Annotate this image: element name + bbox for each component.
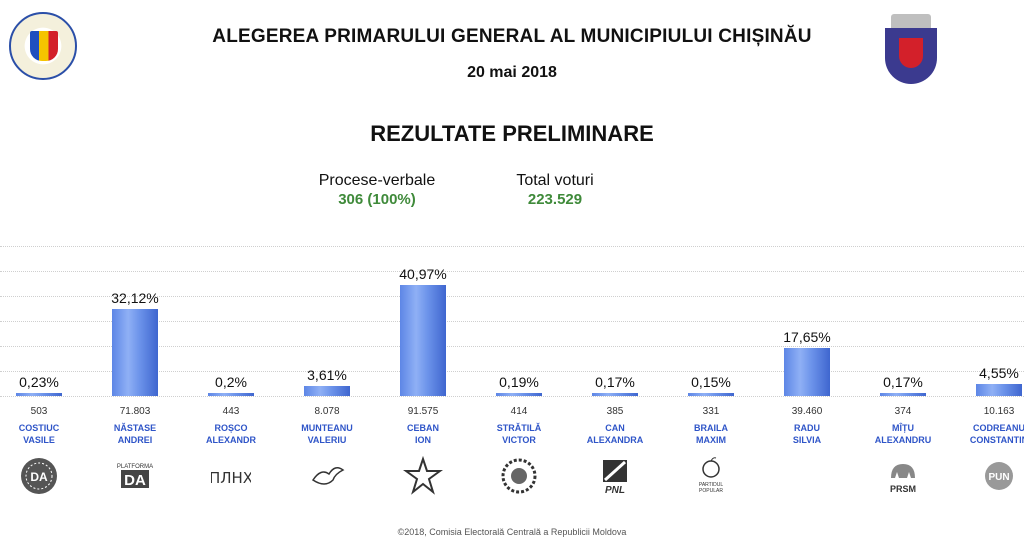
- vote-count: 503: [30, 406, 48, 417]
- pv-value: 306 (100%): [338, 191, 416, 208]
- data-label: 4,55%: [979, 364, 1019, 381]
- star-icon: [403, 456, 443, 496]
- svg-text:PNL: PNL: [605, 485, 625, 496]
- candidate-name: BRAILA MAXIM: [694, 423, 728, 445]
- vote-count: 374: [894, 406, 912, 417]
- candidate-name: MUNTEANU VALERIU: [301, 423, 353, 445]
- svg-text:DA: DA: [30, 470, 48, 484]
- candidate-name: CAN ALEXANDRA: [586, 423, 644, 445]
- election-date: 20 mai 2018: [467, 64, 557, 81]
- bar-11: [976, 383, 1022, 396]
- footer-copyright: ©2018, Comisia Electorală Centrală a Rep…: [397, 527, 627, 537]
- results-subtitle: REZULTATE PRELIMINARE: [370, 121, 654, 146]
- bear-prsm-icon: PRSM: [883, 456, 923, 496]
- data-label: 0,17%: [595, 374, 635, 390]
- gridline: [0, 346, 1024, 347]
- data-label: 0,2%: [215, 374, 247, 390]
- bar-9: [784, 348, 830, 396]
- data-label: 0,23%: [19, 374, 59, 390]
- bar-1: [16, 393, 62, 396]
- apple-partidul-popular-icon: PARTIDUL POPULAR: [691, 456, 731, 496]
- vote-count: 91.575: [407, 406, 439, 417]
- vote-count: 414: [510, 406, 528, 417]
- svg-text:ПЛНХ: ПЛНХ: [211, 469, 251, 487]
- data-label: 32,12%: [111, 289, 159, 306]
- gridline: [0, 271, 1024, 272]
- svg-text:PUN: PUN: [988, 472, 1009, 483]
- data-label: 0,19%: [499, 374, 539, 390]
- candidate-name: RADU SILVIA: [792, 423, 822, 445]
- data-label: 0,17%: [883, 374, 923, 390]
- vote-count: 331: [702, 406, 720, 417]
- svg-text:PRSM: PRSM: [890, 484, 916, 494]
- candidate-name: STRĂTILĂ VICTOR: [496, 423, 542, 445]
- gridline: [0, 296, 1024, 297]
- platforma-da-icon: PLATFORMA DA: [115, 456, 155, 496]
- data-label: 0,15%: [691, 374, 731, 390]
- pnl-icon: PNL: [595, 456, 635, 496]
- bar-4: [304, 386, 350, 396]
- vote-count: 8.078: [314, 406, 340, 417]
- pun-circle-icon: PUN: [979, 456, 1019, 496]
- data-label: 3,61%: [307, 367, 347, 384]
- bar-3: [208, 393, 254, 396]
- vote-count: 443: [222, 406, 240, 417]
- bar-5: [400, 285, 446, 396]
- vote-count: 385: [606, 406, 624, 417]
- bar-7: [592, 393, 638, 396]
- svg-text:DA: DA: [124, 472, 146, 489]
- sunflower-icon: [499, 456, 539, 496]
- gridline: [0, 396, 1024, 397]
- ppnh-letters-icon: ПЛНХ: [211, 456, 251, 496]
- votes-label: Total voturi: [516, 172, 594, 189]
- da-circle-icon: DA: [19, 456, 59, 496]
- svg-text:PARTIDUL: PARTIDUL: [699, 482, 723, 488]
- candidate-name: CODREANU CONSTANTIN: [969, 423, 1024, 445]
- data-label: 40,97%: [399, 266, 447, 282]
- dove-bird-icon: [307, 456, 347, 496]
- bar-2: [112, 308, 158, 396]
- bar-8: [688, 393, 734, 396]
- votes-value: 223.529: [527, 191, 583, 208]
- gridline: [0, 371, 1024, 372]
- candidate-name: NĂSTASE ANDREI: [113, 423, 157, 445]
- svg-text:POPULAR: POPULAR: [699, 488, 723, 494]
- candidate-name: ROȘCO ALEXANDR: [205, 423, 256, 445]
- gridline: [0, 246, 1024, 247]
- bar-6: [496, 393, 542, 396]
- bar-10: [880, 393, 926, 396]
- svg-text:PLATFORMA: PLATFORMA: [117, 464, 153, 470]
- candidate-name: CEBAN ION: [406, 423, 439, 445]
- page-title: ALEGEREA PRIMARULUI GENERAL AL MUNICIPIU…: [212, 26, 812, 47]
- data-label: 17,65%: [783, 329, 831, 346]
- vote-count: 71.803: [119, 406, 151, 417]
- gridline: [0, 321, 1024, 322]
- pv-label: Procese-verbale: [318, 172, 436, 189]
- vote-count: 39.460: [791, 406, 823, 417]
- vote-count: 10.163: [983, 406, 1015, 417]
- candidate-name: MÎȚU ALEXANDRU: [874, 423, 932, 445]
- candidate-name: COSTIUC VASILE: [18, 423, 60, 445]
- chisinau-coat-of-arms-icon: [885, 14, 937, 86]
- cec-seal-icon: [9, 12, 77, 80]
